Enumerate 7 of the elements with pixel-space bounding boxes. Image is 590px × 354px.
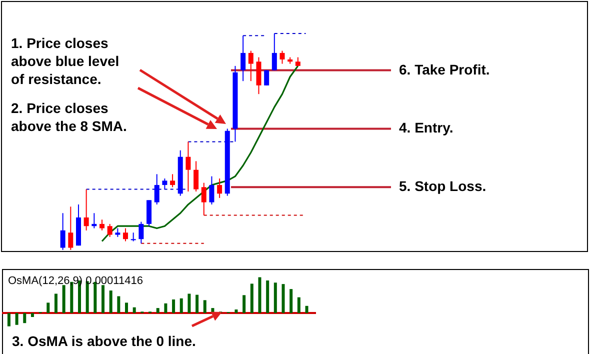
ref-line-label: 5. Stop Loss. — [399, 178, 486, 194]
ref-line-label: 6. Take Profit. — [399, 61, 490, 78]
chart-title: OsMA(12,26,9) 0.00011416 — [8, 275, 143, 287]
text: 3. OsMA is above the 0 line. — [12, 333, 196, 349]
ref-line-label: 4. Entry. — [399, 120, 454, 136]
annotation: 2. Price closes above the 8 SMA. — [11, 100, 127, 134]
annotation: 1. Price closes above blue level of resistance. — [11, 35, 120, 87]
